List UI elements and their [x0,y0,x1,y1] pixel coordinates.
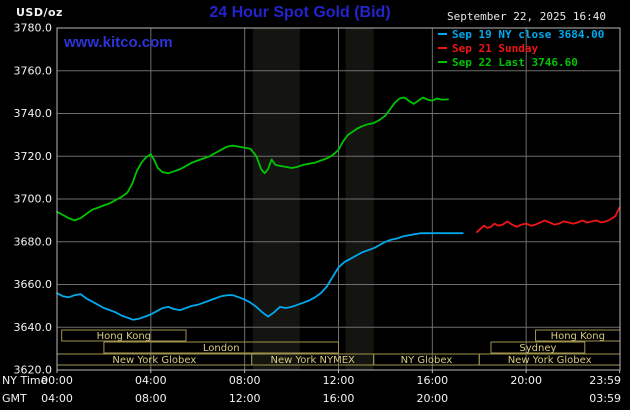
legend-label: Sep 22 Last 3746.60 [452,55,578,69]
price-line-sep19 [56,232,464,321]
y-axis-tick-label: 3760.0 [14,64,53,77]
price-line-sep22 [56,96,450,222]
chart-datetime: September 22, 2025 16:40 [447,10,606,23]
x-axis-tick-gmt: 04:00 [41,392,73,405]
market-session-box [61,329,187,342]
y-axis-tick-label: 3740.0 [14,107,53,120]
legend-label: Sep 19 NY close 3684.00 [452,27,605,41]
x-axis-tick-ny: 16:00 [416,374,448,387]
x-axis-tick-ny: 23:59 [589,374,621,387]
y-axis-tick-label: 3720.0 [14,150,53,163]
x-axis-tick-gmt: 16:00 [323,392,355,405]
x-axis-tick-ny: 00:00 [41,374,73,387]
y-axis-tick-label: 3620.0 [14,364,53,377]
legend: Sep 19 NY close 3684.00 Sep 21 Sunday Sep … [438,27,604,69]
y-axis-unit-label: USD/oz [16,6,63,19]
market-session-label: London [203,343,240,354]
y-axis-tick-label: 3680.0 [14,235,53,248]
y-axis-tick-label: 3700.0 [14,193,53,206]
x-axis-row-ny-time-label: NY Time [2,374,48,387]
x-axis-tick-ny: 12:00 [323,374,355,387]
x-axis-tick-gmt: 12:00 [229,392,261,405]
kitco-watermark-link[interactable]: www.kitco.com [64,34,173,51]
market-session-label: NY Globex [401,355,453,366]
y-axis-tick-label: 3780.0 [14,22,53,35]
legend-entry: Sep 22 Last 3746.60 [438,55,604,69]
x-axis-tick-ny: 20:00 [510,374,542,387]
market-session-label: Hong Kong [551,331,605,342]
x-axis-tick-gmt: 08:00 [135,392,167,405]
market-session-label: New York NYMEX [271,355,356,366]
market-session-label: New York Globex [508,355,592,366]
market-session-label: Hong Kong [97,331,151,342]
market-session-label: New York Globex [112,355,196,366]
x-axis-tick-gmt: 20:00 [416,392,448,405]
x-axis-tick-ny: 04:00 [135,374,167,387]
legend-dash-icon [438,33,447,35]
market-session-box [490,341,586,354]
market-session-box [103,341,339,354]
legend-entry: Sep 21 Sunday [438,41,604,55]
price-line-sep21 [475,206,621,234]
y-axis-tick-label: 3660.0 [14,278,53,291]
chart-title: 24 Hour Spot Gold (Bid) [209,4,391,21]
x-axis-tick-ny: 08:00 [229,374,261,387]
x-axis-tick-gmt: 03:59 [589,392,621,405]
legend-dash-icon [438,47,447,49]
y-axis-tick-label: 3640.0 [14,321,53,334]
x-axis-row-gmt-label: GMT [2,392,27,405]
legend-dash-icon [438,61,447,63]
legend-label: Sep 21 Sunday [452,41,539,55]
legend-entry: Sep 19 NY close 3684.00 [438,27,604,41]
market-session-label: Sydney [519,343,556,354]
